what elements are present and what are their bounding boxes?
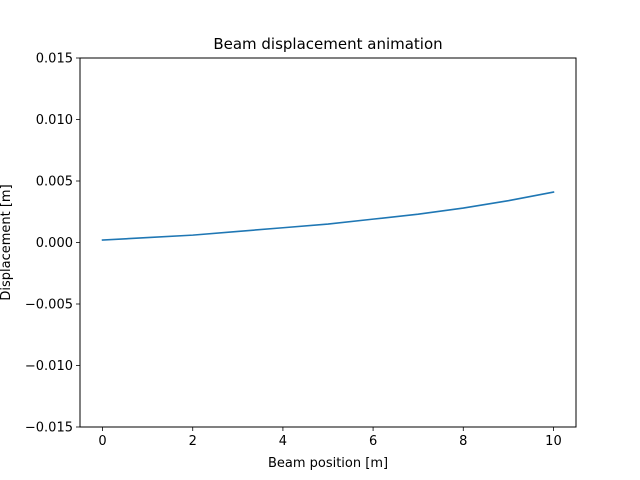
x-tick-label: 6 xyxy=(369,434,377,449)
y-tick-label: 0.005 xyxy=(36,175,73,190)
x-tick-label: 4 xyxy=(279,434,287,449)
x-tick-label: 2 xyxy=(189,434,197,449)
y-tick-label: 0.000 xyxy=(36,236,73,251)
x-tick-label: 8 xyxy=(459,434,467,449)
x-axis-label: Beam position [m] xyxy=(268,456,388,471)
y-tick-label: −0.015 xyxy=(25,421,73,436)
x-tick-label: 10 xyxy=(545,434,562,449)
y-tick-label: 0.015 xyxy=(36,52,73,67)
series-line xyxy=(101,191,555,241)
y-axis-label: Displacement [m] xyxy=(0,184,14,300)
plot-area-frame xyxy=(79,57,577,428)
chart-title: Beam displacement animation xyxy=(213,35,442,53)
y-tick-label: 0.010 xyxy=(36,113,73,128)
y-tick-label: −0.010 xyxy=(25,359,73,374)
x-axis-ticks: 0 2 4 6 8 10 xyxy=(98,427,562,449)
x-tick-label: 0 xyxy=(98,434,106,449)
series-group xyxy=(101,191,555,241)
y-tick-label: −0.005 xyxy=(25,298,73,313)
y-axis-ticks: −0.015 −0.010 −0.005 0.000 0.005 0.010 0.015 xyxy=(25,52,80,436)
